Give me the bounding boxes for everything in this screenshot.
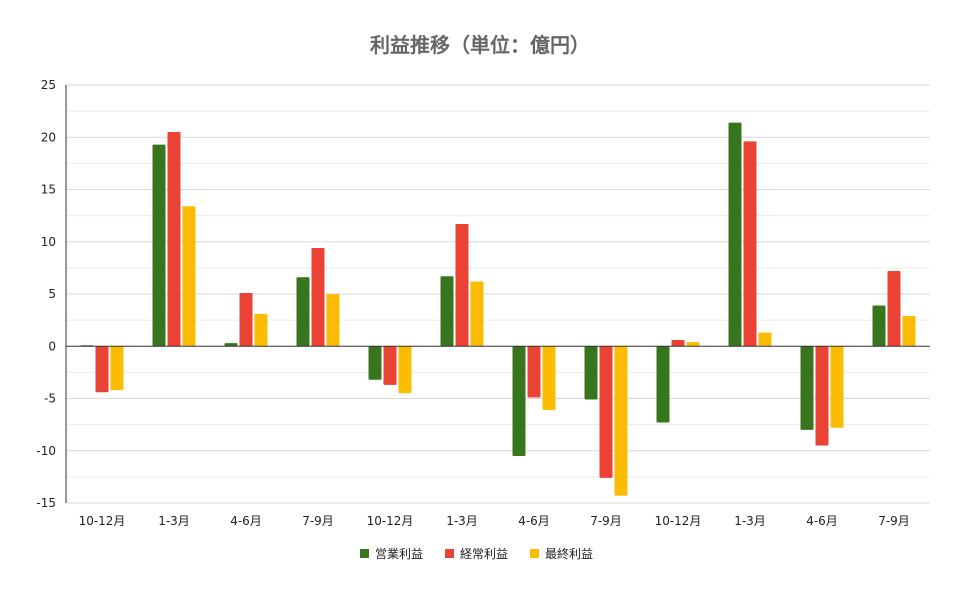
bar-最終利益-0	[110, 346, 124, 391]
bar-経常利益-9	[743, 141, 757, 347]
bar-経常利益-0	[95, 346, 109, 393]
bar-経常利益-6	[527, 346, 541, 398]
y-tick-label: -5	[44, 392, 56, 406]
bar-営業利益-4	[368, 346, 382, 380]
y-tick-label: 5	[48, 287, 56, 301]
x-tick-label: 4-6月	[518, 514, 550, 528]
x-tick-label: 4-6月	[230, 514, 262, 528]
bar-営業利益-6	[512, 346, 526, 456]
bar-営業利益-8	[656, 346, 670, 423]
y-tick-label: 25	[41, 78, 56, 92]
bar-営業利益-1	[152, 144, 166, 347]
bar-営業利益-9	[728, 122, 742, 347]
x-tick-label: 4-6月	[806, 514, 838, 528]
bar-経常利益-8	[671, 339, 685, 347]
legend-label: 営業利益	[375, 547, 423, 561]
bar-経常利益-10	[815, 346, 829, 446]
x-tick-label: 1-3月	[446, 514, 478, 528]
chart-title: 利益推移（単位：億円）	[370, 33, 590, 57]
legend-swatch	[445, 549, 454, 558]
x-tick-label: 7-9月	[878, 514, 910, 528]
y-tick-label: 10	[41, 235, 56, 249]
legend: 営業利益 経常利益 最終利益	[360, 546, 593, 561]
bar-最終利益-3	[326, 294, 340, 347]
y-tick-label: 20	[41, 130, 56, 144]
y-tick-label: -10	[36, 444, 56, 458]
x-tick-label: 7-9月	[590, 514, 622, 528]
bar-最終利益-2	[254, 313, 268, 347]
bar-経常利益-7	[599, 346, 613, 478]
x-tick-label: 10-12月	[655, 514, 702, 528]
bar-営業利益-5	[440, 276, 454, 347]
x-tick-label: 7-9月	[302, 514, 334, 528]
bar-最終利益-8	[686, 342, 700, 347]
bar-営業利益-3	[296, 277, 310, 347]
y-tick-label: 0	[48, 339, 56, 353]
bar-経常利益-2	[239, 292, 253, 347]
bar-最終利益-1	[182, 206, 196, 347]
y-tick-label: 15	[41, 183, 56, 197]
x-tick-label: 10-12月	[79, 514, 126, 528]
bar-経常利益-1	[167, 132, 181, 347]
y-tick-label: -15	[36, 496, 56, 510]
bar-最終利益-10	[830, 346, 844, 428]
bar-最終利益-6	[542, 346, 556, 410]
bar-経常利益-4	[383, 346, 397, 385]
x-tick-label: 10-12月	[367, 514, 414, 528]
legend-swatch	[530, 549, 539, 558]
bar-営業利益-7	[584, 346, 598, 400]
bar-営業利益-11	[872, 305, 886, 347]
bar-最終利益-5	[470, 281, 484, 347]
x-tick-label: 1-3月	[158, 514, 190, 528]
bar-最終利益-7	[614, 346, 628, 496]
legend-label: 最終利益	[545, 546, 593, 561]
bar-営業利益-2	[224, 343, 238, 347]
x-tick-label: 1-3月	[734, 514, 766, 528]
legend-swatch	[360, 549, 369, 558]
bar-経常利益-5	[455, 223, 469, 347]
bar-経常利益-11	[887, 271, 901, 347]
bar-最終利益-4	[398, 346, 412, 394]
bar-最終利益-9	[758, 332, 772, 347]
bar-最終利益-11	[902, 315, 916, 347]
bar-経常利益-3	[311, 248, 325, 347]
legend-label: 経常利益	[460, 547, 508, 561]
bar-営業利益-10	[800, 346, 814, 430]
